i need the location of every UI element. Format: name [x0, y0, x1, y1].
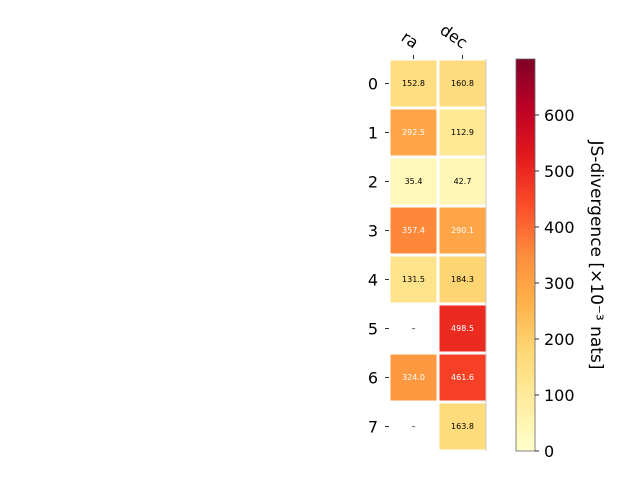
- heatmap-cell: [439, 354, 486, 401]
- heatmap-cell: [390, 109, 437, 156]
- heatmap-cell: [439, 207, 486, 254]
- row-labels: 0 1 2 3 4 5 6 7: [368, 75, 389, 437]
- colorbar-label: JS-divergence [×10⁻³ nats]: [586, 140, 606, 370]
- row-label: 1: [368, 124, 378, 143]
- cell-value-label: 152.8: [402, 79, 425, 88]
- heatmap-cell: [390, 158, 437, 205]
- row-label: 3: [368, 222, 378, 241]
- cell-value-label: –: [412, 422, 416, 431]
- cell-value-label: –: [412, 324, 416, 333]
- cell-value-label: 461.6: [451, 373, 474, 382]
- cell-value-label: 35.4: [405, 177, 423, 186]
- row-label: 4: [368, 271, 378, 290]
- cell-value-label: 292.5: [402, 128, 425, 137]
- colorbar-tick-label: 600: [544, 106, 575, 125]
- heatmap-cell: [390, 60, 437, 107]
- row-label: 0: [368, 75, 378, 94]
- cell-value-label: 184.3: [451, 275, 474, 284]
- heatmap-cell: [439, 305, 486, 352]
- column-labels: ra dec: [398, 20, 471, 59]
- heatmap-cell: [439, 256, 486, 303]
- heatmap-cell: [439, 60, 486, 107]
- column-label: dec: [437, 20, 471, 52]
- colorbar-tick-label: 300: [544, 274, 575, 293]
- heatmap-cell: [439, 403, 486, 450]
- heatmap-cells: 152.8 160.8 292.5 112.9 35.4 42.7 357.4 290.1 13…: [390, 59, 487, 451]
- heatmap-cell: [390, 256, 437, 303]
- row-label: 7: [368, 418, 378, 437]
- cell-value-label: 163.8: [451, 422, 474, 431]
- colorbar-tick-label: 400: [544, 218, 575, 237]
- cell-value-label: 131.5: [402, 275, 425, 284]
- row-label: 6: [368, 369, 378, 388]
- colorbar-tick-label: 200: [544, 330, 575, 349]
- heatmap-cell: [390, 354, 437, 401]
- colorbar-gradient: [515, 58, 536, 452]
- row-label: 5: [368, 320, 378, 339]
- row-label: 2: [368, 173, 378, 192]
- colorbar-ticks: 0 100 200 300 400 500 600: [535, 106, 575, 461]
- colorbar: 0 100 200 300 400 500 600 JS-divergence [×10⁻³…: [515, 58, 606, 461]
- colorbar-tick-label: 100: [544, 386, 575, 405]
- cell-value-label: 160.8: [451, 79, 474, 88]
- cell-value-label: 498.5: [451, 324, 474, 333]
- cell-value-label: 357.4: [402, 226, 425, 235]
- colorbar-tick-label: 0: [544, 442, 554, 461]
- heatmap-cell: [390, 207, 437, 254]
- cell-value-label: 324.0: [402, 373, 425, 382]
- cell-value-label: 290.1: [451, 226, 474, 235]
- cell-value-label: 42.7: [454, 177, 472, 186]
- cell-value-label: 112.9: [451, 128, 474, 137]
- heatmap-cell: [439, 158, 486, 205]
- colorbar-tick-label: 500: [544, 162, 575, 181]
- column-label: ra: [398, 27, 422, 52]
- heatmap-cell: [439, 109, 486, 156]
